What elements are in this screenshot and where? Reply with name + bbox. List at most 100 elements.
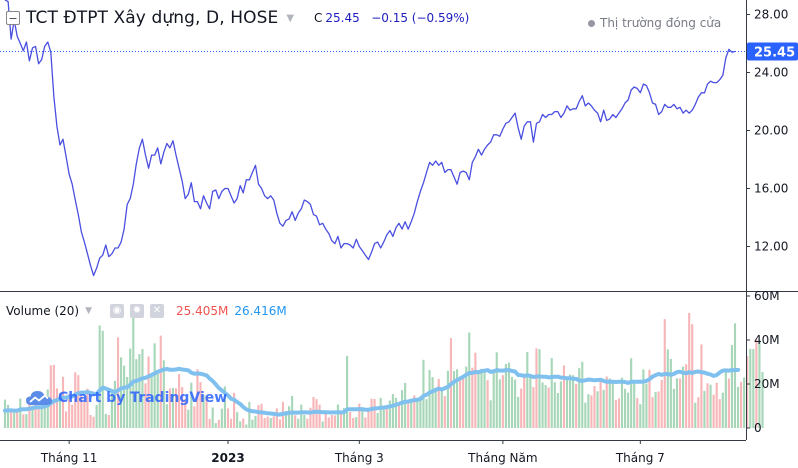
volume-bar <box>297 418 300 428</box>
volume-bar <box>159 335 162 428</box>
volume-ma-line <box>3 366 741 417</box>
volume-bar <box>703 390 706 428</box>
volume-bar <box>614 400 617 428</box>
time-tick-label: Tháng 3 <box>334 451 384 465</box>
volume-bar <box>266 416 269 428</box>
caret-icon[interactable]: ▼ <box>85 306 92 316</box>
volume-bar <box>736 386 740 428</box>
volume-bar <box>550 358 553 428</box>
volume-bar <box>40 405 43 428</box>
volume-tick-label: 20M <box>754 377 780 391</box>
volume-bar <box>504 363 507 428</box>
volume-bar <box>547 387 550 428</box>
eye-icon[interactable]: ◉ <box>110 304 124 318</box>
price-tick-label: 12.00 <box>754 240 788 254</box>
price-tick-label: 28.00 <box>754 8 788 22</box>
volume-bar <box>376 413 379 428</box>
last-price-badge <box>747 42 798 61</box>
volume-bar <box>129 348 132 428</box>
volume-bar <box>746 356 749 428</box>
volume-bar <box>568 374 572 428</box>
volume-bar <box>196 369 199 428</box>
volume-bar <box>239 421 242 428</box>
volume-bar <box>471 367 474 428</box>
volume-bar <box>404 382 407 428</box>
volume-bar <box>220 408 223 428</box>
volume-bar <box>165 404 168 428</box>
volume-bar <box>642 369 645 428</box>
volume-bar <box>156 371 159 428</box>
volume-bar <box>630 358 633 428</box>
volume-bar <box>303 415 306 428</box>
volume-bar <box>58 393 62 428</box>
volume-bar <box>287 406 291 428</box>
volume-bar <box>46 389 49 428</box>
volume-bar <box>101 330 104 428</box>
price-series <box>4 0 736 277</box>
volume-bar <box>666 349 669 428</box>
volume-bar <box>685 364 688 428</box>
volume-bar <box>721 392 724 428</box>
volume-bar <box>697 397 700 428</box>
volume-bar <box>584 402 587 428</box>
price-tick-label: 24.00 <box>754 66 788 80</box>
volume-bar <box>749 348 752 428</box>
volume-bar <box>691 324 694 428</box>
time-tick-label: 2023 <box>211 451 244 465</box>
volume-bar <box>74 372 77 428</box>
volume-tick-label: 60M <box>754 289 780 303</box>
market-status: Thị trường đóng cửa <box>588 16 721 30</box>
volume-bar <box>284 411 288 428</box>
price-tick-label: 16.00 <box>754 182 788 196</box>
volume-bar <box>718 399 721 428</box>
volume-bar <box>107 415 110 428</box>
volume-bar <box>83 400 86 428</box>
volume-bar <box>397 402 401 428</box>
volume-bar <box>229 418 233 428</box>
volume-bar <box>355 417 358 428</box>
volume-bar <box>205 395 208 428</box>
volume-bar <box>171 387 175 428</box>
volume-bar <box>138 354 141 428</box>
volume-bar <box>132 308 135 428</box>
change-value: −0.15 (−0.59%) <box>371 11 470 25</box>
volume-bar <box>352 417 355 428</box>
volume-bar <box>443 396 446 428</box>
volume-bar <box>590 395 593 428</box>
volume-bar <box>623 388 627 428</box>
volume-bar <box>617 398 621 428</box>
collapse-icon[interactable]: − <box>6 11 20 25</box>
volume-bar <box>428 369 431 428</box>
volume-bar <box>544 385 547 428</box>
close-icon[interactable]: ✕ <box>150 304 164 318</box>
volume-bar <box>119 357 123 428</box>
volume-bar <box>633 380 636 428</box>
volume-bar <box>416 399 419 428</box>
volume-bar <box>272 416 275 428</box>
volume-bar <box>77 375 80 428</box>
settings-icon[interactable]: ✹ <box>130 304 144 318</box>
volume-bar <box>523 376 526 428</box>
volume-bar <box>660 380 663 428</box>
volume-bar <box>361 407 364 428</box>
volume-bar <box>61 376 65 428</box>
volume-bar <box>300 404 303 428</box>
volume-bar <box>31 405 34 428</box>
volume-bar <box>468 332 471 428</box>
volume-legend: Volume (20) ▼ ◉ ✹ ✕ 25.405M 26.416M <box>6 304 287 318</box>
volume-bar <box>645 383 648 428</box>
volume-bar <box>242 418 245 428</box>
volume-bar <box>507 362 511 428</box>
volume-bar <box>678 378 682 428</box>
volume-tick-label: 0 <box>754 421 762 435</box>
volume-bar <box>572 375 575 428</box>
ohlc-readout: C 25.45 −0.15 (−0.59%) <box>314 11 469 25</box>
caret-icon[interactable]: ▼ <box>286 12 295 24</box>
tradingview-watermark[interactable]: Chart by TradingView <box>26 388 227 408</box>
volume-bar <box>181 387 184 428</box>
volume-bar <box>455 369 459 428</box>
volume-bar <box>28 402 31 428</box>
symbol-title[interactable]: TCT ĐTPT Xây dựng, D, HOSE <box>26 8 279 28</box>
volume-bar <box>294 415 297 428</box>
volume-bar <box>620 377 624 428</box>
